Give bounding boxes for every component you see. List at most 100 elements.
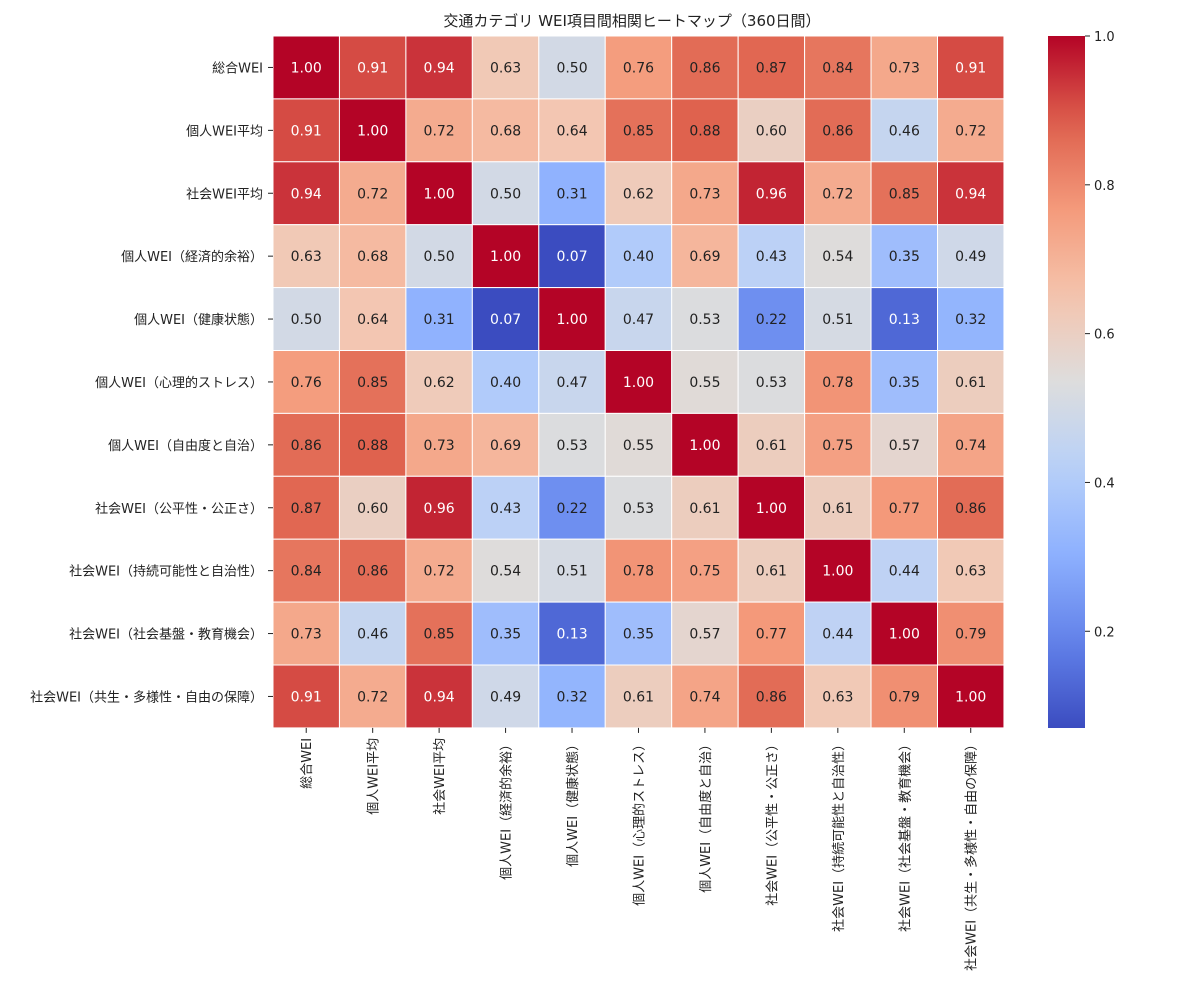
cell-value-label: 0.64 [357, 312, 388, 328]
heatmap-cell [937, 350, 1005, 414]
cell-value-label: 0.54 [822, 249, 853, 265]
heatmap-cell [937, 601, 1005, 666]
cell-value-label: 0.46 [889, 123, 920, 139]
heatmap-cell [671, 475, 739, 540]
heatmap-cell [272, 35, 340, 100]
heatmap-cell [471, 350, 540, 414]
heatmap-cell [737, 601, 806, 666]
heatmap-cell [671, 98, 739, 163]
cell-value-label: 0.86 [357, 564, 388, 580]
cell-value-label: 0.62 [424, 375, 455, 391]
heatmap-cell [604, 98, 673, 163]
heatmap-cell [870, 287, 938, 352]
cell-value-label: 0.72 [955, 123, 986, 139]
heatmap-cell [604, 601, 673, 666]
heatmap-cell [870, 664, 938, 729]
heatmap-cell [804, 412, 872, 477]
heatmap-cell [405, 98, 473, 163]
heatmap-cell [804, 287, 872, 352]
cell-value-label: 0.91 [291, 123, 322, 139]
cell-value-label: 0.51 [556, 564, 587, 580]
cell-value-label: 0.77 [889, 501, 920, 517]
row-label: 社会WEI（社会基盤・教育機会） [69, 627, 263, 643]
cell-value-label: 1.00 [756, 501, 787, 517]
cell-value-label: 0.50 [291, 312, 322, 328]
heatmap-cell [804, 601, 872, 666]
heatmap-cell [804, 224, 872, 289]
heatmap-cell [338, 412, 407, 477]
cell-value-label: 0.50 [556, 60, 587, 76]
cell-value-label: 0.94 [955, 186, 986, 202]
heatmap-cell [405, 538, 473, 603]
heatmap-cell [405, 412, 473, 477]
colorbar: 0.2 0.4 0.6 0.8 1.0 [1048, 30, 1115, 728]
column-label: 社会WEI（持続可能性と自治性） [831, 738, 847, 932]
heatmap-cell [405, 664, 473, 729]
cell-value-label: 1.00 [291, 60, 322, 76]
cell-value-label: 0.53 [689, 312, 720, 328]
heatmap-cell [272, 412, 340, 477]
cell-value-label: 0.73 [424, 438, 455, 454]
cell-value-label: 0.86 [689, 60, 720, 76]
heatmap-cell [405, 601, 473, 666]
heatmap-cell [604, 664, 673, 729]
heatmap-cell [272, 161, 340, 226]
heatmap-cell [405, 161, 473, 226]
heatmap-cell [471, 601, 540, 666]
heatmap-cell [937, 161, 1005, 226]
cell-value-label: 0.86 [756, 689, 787, 705]
cell-value-label: 0.85 [424, 627, 455, 643]
heatmap-cell [604, 350, 673, 414]
cell-value-label: 0.35 [490, 627, 521, 643]
heatmap-cell [737, 35, 806, 100]
cell-value-label: 1.00 [490, 249, 521, 265]
cell-value-label: 0.63 [490, 60, 521, 76]
heatmap-cell [937, 664, 1005, 729]
cell-value-label: 0.61 [822, 501, 853, 517]
cell-value-label: 0.63 [955, 564, 986, 580]
heatmap-cell [804, 664, 872, 729]
colorbar-gradient [1048, 36, 1085, 728]
heatmap-cell [937, 98, 1005, 163]
heatmap-cell [338, 664, 407, 729]
cell-value-label: 0.86 [291, 438, 322, 454]
column-label: 社会WEI平均 [432, 738, 448, 815]
heatmap-cell [671, 538, 739, 603]
cell-value-label: 0.22 [556, 501, 587, 517]
colorbar-tick-label: 0.2 [1094, 625, 1115, 640]
cell-value-label: 0.68 [490, 123, 521, 139]
cell-value-label: 0.73 [291, 627, 322, 643]
heatmap-cell [804, 161, 872, 226]
cell-value-label: 0.91 [955, 60, 986, 76]
cell-value-label: 0.13 [556, 627, 587, 643]
cell-value-label: 0.31 [424, 312, 455, 328]
row-label: 社会WEI（持続可能性と自治性） [69, 564, 263, 580]
cell-value-label: 1.00 [424, 186, 455, 202]
cell-value-label: 0.76 [291, 375, 322, 391]
heatmap-cell [671, 287, 739, 352]
cell-value-label: 1.00 [822, 564, 853, 580]
heatmap-cell [804, 350, 872, 414]
cell-value-label: 0.49 [955, 249, 986, 265]
row-label: 社会WEI（共生・多様性・自由の保障） [30, 689, 263, 705]
cell-value-label: 0.84 [822, 60, 853, 76]
cell-value-label: 0.43 [756, 249, 787, 265]
colorbar-tick-label: 0.4 [1094, 476, 1115, 491]
row-label: 個人WEI（自由度と自治） [108, 438, 263, 454]
heatmap-cell [538, 224, 606, 289]
cell-value-label: 0.88 [689, 123, 720, 139]
cell-value-label: 0.47 [623, 312, 654, 328]
cell-value-label: 0.63 [291, 249, 322, 265]
heatmap-cell [338, 475, 407, 540]
cell-value-label: 0.53 [756, 375, 787, 391]
cell-value-label: 0.85 [357, 375, 388, 391]
cell-value-label: 0.60 [357, 501, 388, 517]
cell-value-label: 0.61 [955, 375, 986, 391]
cell-value-label: 1.00 [889, 627, 920, 643]
row-label: 総合WEI [212, 61, 263, 76]
cell-value-label: 0.73 [689, 186, 720, 202]
column-labels: 総合WEI 個人WEI平均 社会WEI平均 個人WEI（経済的余裕） 個人WEI（健康状… [300, 727, 980, 971]
heatmap-cell [538, 475, 606, 540]
